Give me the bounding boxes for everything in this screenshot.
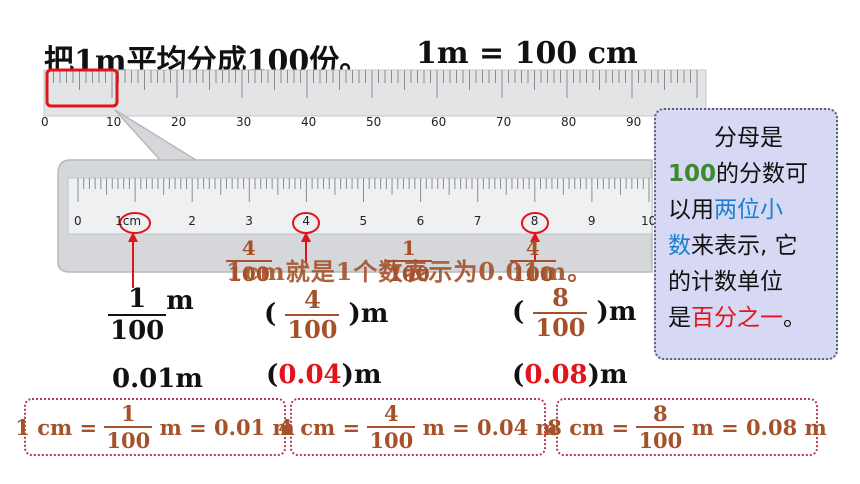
top-ruler-label: 70 bbox=[496, 115, 512, 129]
top-ruler-label: 10 bbox=[106, 115, 122, 129]
zoom-ruler-label: 1cm bbox=[115, 214, 142, 228]
info-line-1: 分母是 bbox=[714, 125, 783, 151]
overlap-fraction-1: 4 100 bbox=[226, 236, 272, 286]
fraction-8-100-m: ( 8 100 )m bbox=[512, 283, 637, 342]
zoom-ruler-label: 9 bbox=[587, 214, 596, 228]
arrow-4cm-head bbox=[301, 232, 311, 242]
zoom-ruler-label: 6 bbox=[416, 214, 425, 228]
info-line-6: 是百分之一。 bbox=[668, 305, 806, 331]
overlap-fraction-3: 4 100 bbox=[510, 236, 556, 286]
top-ruler bbox=[43, 69, 707, 117]
box-1cm: 1 cm = 1 100 m = 0.01 m bbox=[15, 398, 295, 456]
box-8cm: 8 cm = 8 100 m = 0.08 m bbox=[547, 398, 827, 456]
zoom-ruler-label: 10 bbox=[641, 214, 657, 228]
top-ruler-label: 80 bbox=[561, 115, 577, 129]
zoom-ruler-label: 2 bbox=[188, 214, 196, 228]
top-ruler-label: 90 bbox=[626, 115, 642, 129]
box-4cm: 4 cm = 4 100 m = 0.04 m bbox=[278, 398, 558, 456]
info-line-3: 以用两位小 bbox=[668, 197, 783, 223]
top-ruler-label: 50 bbox=[366, 115, 382, 129]
top-ruler-label: 20 bbox=[171, 115, 187, 129]
zoom-ruler-label: 5 bbox=[359, 214, 368, 228]
zoom-ruler-label: 3 bbox=[245, 214, 253, 228]
zoom-ruler-label: 8 bbox=[530, 214, 539, 228]
zoom-ruler-ticks bbox=[77, 178, 650, 202]
zoom-ruler-label: 7 bbox=[473, 214, 482, 228]
top-ruler-label: 0 bbox=[41, 115, 49, 129]
arrow-1cm-head bbox=[128, 232, 138, 242]
fraction-1-100-m: 1 100 m bbox=[108, 284, 194, 346]
first-10cm-highlight bbox=[45, 68, 119, 108]
arrow-8cm-head bbox=[530, 232, 540, 242]
decimal-0-08m: (0.08)m bbox=[512, 360, 628, 390]
overlap-fraction-2: 1 100 bbox=[386, 236, 432, 286]
top-ruler-label: 40 bbox=[301, 115, 317, 129]
top-ruler-label: 30 bbox=[236, 115, 252, 129]
info-line-5: 的计数单位 bbox=[668, 269, 783, 295]
circle-1cm bbox=[119, 212, 151, 234]
info-panel: 分母是 100的分数可 以用两位小 数来表示, 它 的计数单位 是百分之一。 bbox=[654, 108, 838, 360]
zoom-ruler-label: 4 bbox=[302, 214, 311, 228]
top-ruler-label: 60 bbox=[431, 115, 447, 129]
zoom-ruler-label: 0 bbox=[74, 214, 82, 228]
decimal-0-01m: 0.01m bbox=[112, 364, 203, 394]
zoom-ruler bbox=[67, 177, 653, 235]
decimal-0-04m: (0.04)m bbox=[266, 360, 382, 390]
info-line-2: 100的分数可 bbox=[668, 161, 809, 187]
info-line-4: 数来表示, 它 bbox=[668, 233, 798, 259]
fraction-4-100-m: ( 4 100 )m bbox=[264, 285, 389, 344]
meter-cm-equation: 1m = 100 cm bbox=[416, 36, 638, 71]
